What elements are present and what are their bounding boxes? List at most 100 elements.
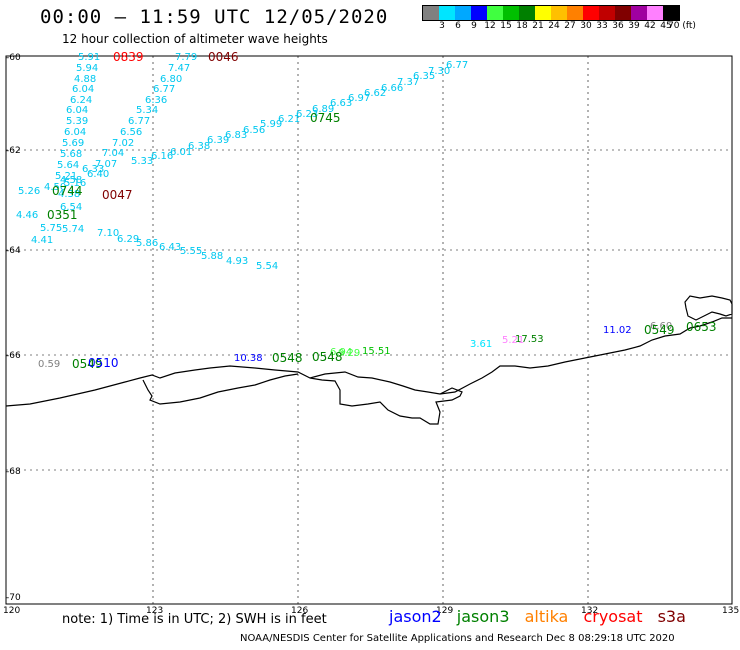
lat-label: -70 [6,593,21,603]
wave-height-value: 7.04 [102,148,124,159]
wave-height-value: 5.99 [260,119,282,130]
color-swatch [535,6,551,20]
wave-height-value: 6.04 [72,84,94,95]
color-scale-label: 9 [471,21,477,31]
color-swatch [599,6,615,20]
wave-height-value: 6.36 [145,95,167,106]
color-swatch [583,6,599,20]
color-swatch [471,6,487,20]
time-stamp-s3a: 0046 [208,50,239,64]
wave-height-value: 6.77 [153,84,175,95]
satellite-legend: jason2 jason3 altika cryosat s3a [389,607,696,626]
time-stamp-jason3: 0548 [312,350,343,364]
track-2-wave-heights: 7.797.476.806.776.365.346.776.567.027.04… [40,52,278,272]
wave-height-value: 17.53 [515,334,544,345]
wave-height-value: 3.61 [470,339,492,350]
lon-label: 120 [3,606,20,616]
color-scale-label: 33 [596,21,608,31]
lat-label: -60 [6,53,21,63]
wave-height-value: 6.38 [188,141,210,152]
color-swatch [455,6,471,20]
wave-height-value: 6.33 [82,164,104,175]
wave-height-value: 4.46 [16,210,38,221]
wave-height-value: 6.21 [278,114,300,125]
time-stamp-jason3: 0549 [644,323,675,337]
color-scale-label: 30 [580,21,592,31]
legend-altika: altika [524,607,569,626]
data-credit: NOAA/NESDIS Center for Satellite Applica… [240,633,675,644]
color-swatch [487,6,503,20]
wave-height-value: 5.75 [40,223,62,234]
antarctic-coastline [5,295,733,425]
wave-height-value: 6.94 [330,347,352,358]
chart-title: 00:00 – 11:59 UTC 12/05/2020 [40,6,389,28]
wave-height-value: 4.38 [58,189,80,200]
wave-height-value: 6.77 [128,116,150,127]
wave-height-value: 5.86 [136,238,158,249]
wave-height-value: 5.55 [180,246,202,257]
wave-height-value: 4.50 [44,182,66,193]
color-scale-label: 45 [660,21,672,31]
color-scale-label: 15 [500,21,512,31]
wave-height-value: 6.43 [159,242,181,253]
color-swatch [663,6,679,20]
wave-height-value: 7.79 [175,52,197,63]
lon-label: 123 [146,606,163,616]
wave-height-value: 6.77 [446,60,468,71]
time-stamp-jason3: 0549 [72,357,103,371]
wave-height-value: 5.39 [66,116,88,127]
color-swatch [503,6,519,20]
wave-height-value: 6.39 [207,135,229,146]
wave-height-value: 5.69 [62,138,84,149]
wave-height-value: 5.26 [18,186,40,197]
wave-height-value: 0.59 [38,359,60,370]
color-scale-label: 70 (ft) [668,21,696,31]
wave-height-value: 4.88 [74,74,96,85]
wave-height-value: 9.29 [338,348,360,359]
lon-label: 126 [291,606,308,616]
wave-height-value: 7.07 [95,159,117,170]
lon-label: 135 [722,606,739,616]
color-scale-label: 39 [628,21,640,31]
wave-height-value: 5.64 [57,160,79,171]
wave-height-value: 4.41 [31,235,53,246]
wave-height-value: 6.56 [243,125,265,136]
wave-height-value: 5.68 [60,149,82,160]
wave-height-value: 6.63 [330,98,352,109]
wave-height-value: 15.51 [362,346,391,357]
track-1-wave-heights: 5.915.944.886.046.246.045.396.045.695.68… [16,52,100,246]
wave-height-value: 5.94 [76,63,98,74]
map-grid [6,56,732,604]
wave-height-value: 5.34 [136,105,158,116]
wave-height-value: 6.24 [70,95,92,106]
wave-height-value: 7.30 [428,66,450,77]
wave-height-value: 6.56 [120,127,142,138]
time-stamp-jason3: 0745 [310,111,341,125]
color-scale-label: 3 [439,21,445,31]
wave-height-value: 5.74 [62,224,84,235]
color-scale-label: 42 [644,21,656,31]
wave-height-value: 6.89 [312,104,334,115]
time-stamp-s3a: 0047 [102,188,133,202]
color-scale-label: 24 [548,21,560,31]
lat-label: -64 [6,246,21,256]
color-swatch [551,6,567,20]
color-scale-label: 6 [455,21,461,31]
wave-height-value: 6.66 [381,83,403,94]
lon-label: 132 [581,606,598,616]
lon-label: 129 [436,606,453,616]
color-scale-label: 36 [612,21,624,31]
wave-height-value: 11.02 [603,325,632,336]
color-swatch [423,6,439,20]
legend-jason3: jason3 [456,607,510,626]
wave-height-value: 5.33 [131,156,153,167]
color-scale-labels: 3 6 9 12 15 18 21 24 27 30 33 36 39 42 45 70 (ft) [422,21,732,33]
map-frame [5,55,733,605]
legend-cryosat: cryosat [583,607,643,626]
wave-height-value: 6.23 [296,109,318,120]
color-swatch [631,6,647,20]
time-stamp-jason3: 0351 [47,208,78,222]
track-3-wave-heights: 5.336.166.016.386.396.836.565.996.216.23… [131,60,468,167]
